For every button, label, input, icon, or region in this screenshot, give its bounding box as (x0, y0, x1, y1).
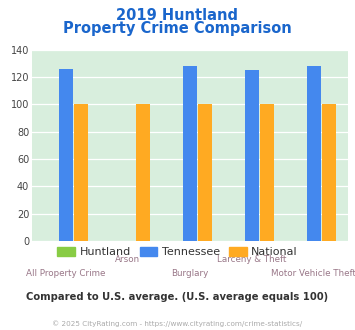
Text: Compared to U.S. average. (U.S. average equals 100): Compared to U.S. average. (U.S. average … (26, 292, 329, 302)
Bar (322, 104, 336, 241)
Bar (74, 104, 88, 241)
Text: Larceny & Theft: Larceny & Theft (217, 255, 286, 264)
Bar (136, 104, 150, 241)
Bar (245, 70, 259, 241)
Text: Property Crime Comparison: Property Crime Comparison (63, 21, 292, 36)
Bar (59, 69, 73, 241)
Text: Arson: Arson (115, 255, 141, 264)
Bar (183, 66, 197, 241)
Text: © 2025 CityRating.com - https://www.cityrating.com/crime-statistics/: © 2025 CityRating.com - https://www.city… (53, 320, 302, 327)
Bar (307, 66, 321, 241)
Text: Burglary: Burglary (171, 269, 208, 278)
Text: Motor Vehicle Theft: Motor Vehicle Theft (271, 269, 355, 278)
Legend: Huntland, Tennessee, National: Huntland, Tennessee, National (53, 243, 302, 262)
Bar (260, 104, 274, 241)
Text: 2019 Huntland: 2019 Huntland (116, 8, 239, 23)
Bar (198, 104, 212, 241)
Text: All Property Crime: All Property Crime (26, 269, 106, 278)
